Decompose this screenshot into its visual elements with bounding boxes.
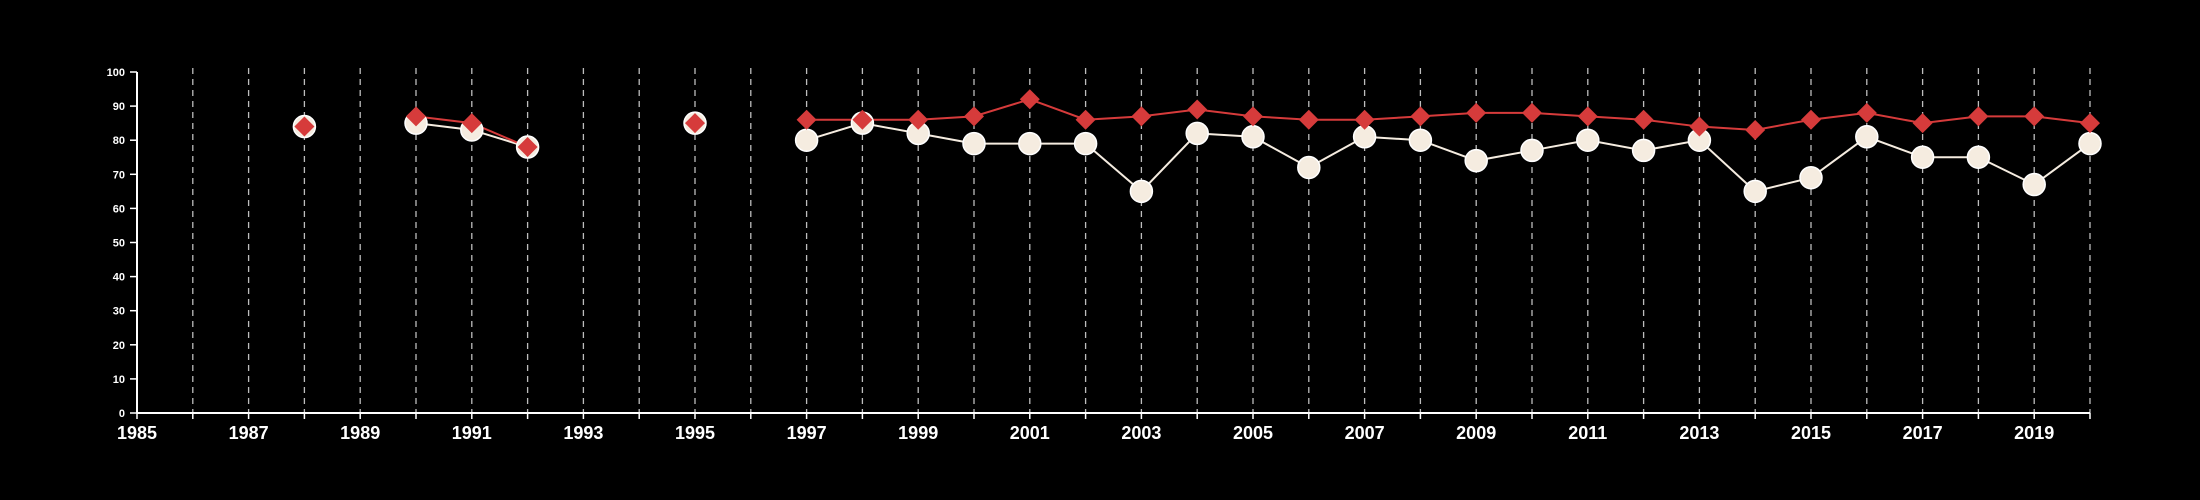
x-tick-label-1987: 1987: [229, 423, 269, 443]
y-tick-label-50: 50: [113, 238, 125, 250]
circle-point-2014: [1743, 179, 1767, 204]
diamond-point-2002: [1075, 109, 1096, 130]
y-tick-label-40: 40: [113, 272, 125, 284]
diamond-point-2006: [1298, 109, 1319, 130]
x-tick-label-2015: 2015: [1791, 423, 1831, 443]
circle-point-2017: [1910, 145, 1935, 169]
y-tick-label-80: 80: [113, 135, 125, 147]
diamond-point-1997: [796, 109, 817, 130]
diamond-point-1999: [908, 109, 929, 130]
x-tick-label-1999: 1999: [898, 423, 938, 443]
x-tick-label-2019: 2019: [2014, 423, 2054, 443]
x-tick-label-1993: 1993: [563, 423, 603, 443]
circle-point-2016: [1855, 125, 1879, 149]
diamond-point-2009: [1466, 102, 1487, 123]
x-tick-label-2001: 2001: [1010, 423, 1050, 443]
circle-point-1997: [794, 128, 819, 152]
y-tick-label-0: 0: [119, 408, 125, 420]
diamond-point-2005: [1243, 106, 1263, 127]
circle-point-2000: [962, 131, 986, 156]
circle-point-2005: [1241, 125, 1265, 149]
circle-point-2020: [2078, 131, 2102, 156]
circle-point-2006: [1297, 155, 1321, 180]
diamond-point-2018: [1968, 106, 1989, 127]
circle-point-2002: [1073, 131, 1098, 156]
circle-point-2010: [1520, 138, 1544, 163]
x-tick-label-2007: 2007: [1345, 423, 1385, 443]
diamond-point-1988: [294, 116, 315, 137]
circle-series-line-3: [806, 122, 2091, 193]
circle-point-2008: [1408, 128, 1433, 152]
diamond-point-2019: [2024, 106, 2045, 127]
diamond-point-2014: [1745, 119, 1766, 140]
diamond-point-2016: [1856, 102, 1877, 123]
circle-point-2011: [1576, 128, 1600, 152]
y-tick-label-100: 100: [107, 67, 125, 79]
x-tick-label-2003: 2003: [1121, 423, 1161, 443]
x-tick-label-2013: 2013: [1679, 423, 1719, 443]
diamond-point-2007: [1354, 109, 1375, 130]
x-tick-label-1991: 1991: [452, 423, 492, 443]
x-tick-label-1997: 1997: [787, 423, 827, 443]
diamond-point-1995: [685, 113, 705, 134]
diamond-point-2012: [1633, 109, 1654, 130]
diamond-point-2015: [1801, 109, 1821, 130]
diamond-point-2000: [964, 106, 984, 127]
x-tick-label-2017: 2017: [1903, 423, 1943, 443]
diamond-point-1990: [406, 106, 426, 127]
circle-point-2003: [1129, 179, 1154, 204]
diamond-point-1991: [461, 113, 482, 134]
diamond-point-2020: [2080, 113, 2100, 134]
y-tick-label-20: 20: [113, 340, 125, 352]
diamond-point-2010: [1522, 102, 1542, 123]
y-tick-label-10: 10: [113, 374, 125, 386]
x-tick-label-2009: 2009: [1456, 423, 1496, 443]
x-tick-label-1985: 1985: [117, 423, 157, 443]
diamond-point-2003: [1131, 106, 1152, 127]
circle-point-2001: [1018, 131, 1042, 156]
x-tick-label-2011: 2011: [1568, 423, 1607, 443]
diamond-point-2013: [1689, 116, 1710, 137]
x-tick-label-2005: 2005: [1233, 423, 1273, 443]
circle-point-2019: [2022, 172, 2046, 197]
x-tick-label-1989: 1989: [340, 423, 380, 443]
circle-point-2018: [1966, 145, 1991, 169]
y-tick-label-60: 60: [113, 203, 125, 215]
circle-point-2012: [1631, 138, 1656, 163]
diamond-point-1998: [852, 109, 873, 130]
y-tick-label-70: 70: [113, 169, 125, 181]
circle-point-2004: [1185, 121, 1209, 146]
y-tick-label-90: 90: [113, 101, 125, 113]
x-tick-label-1995: 1995: [675, 423, 715, 443]
circle-point-2009: [1464, 148, 1488, 173]
diamond-point-1992: [517, 137, 538, 158]
diamond-point-2008: [1410, 106, 1431, 127]
diamond-point-2001: [1019, 89, 1040, 110]
y-tick-label-30: 30: [113, 306, 125, 318]
diamond-point-2011: [1577, 106, 1598, 127]
circle-point-2015: [1799, 165, 1823, 190]
diamond-point-2004: [1187, 99, 1208, 120]
diamond-series-line-3: [806, 98, 2091, 131]
diamond-point-2017: [1912, 113, 1933, 134]
